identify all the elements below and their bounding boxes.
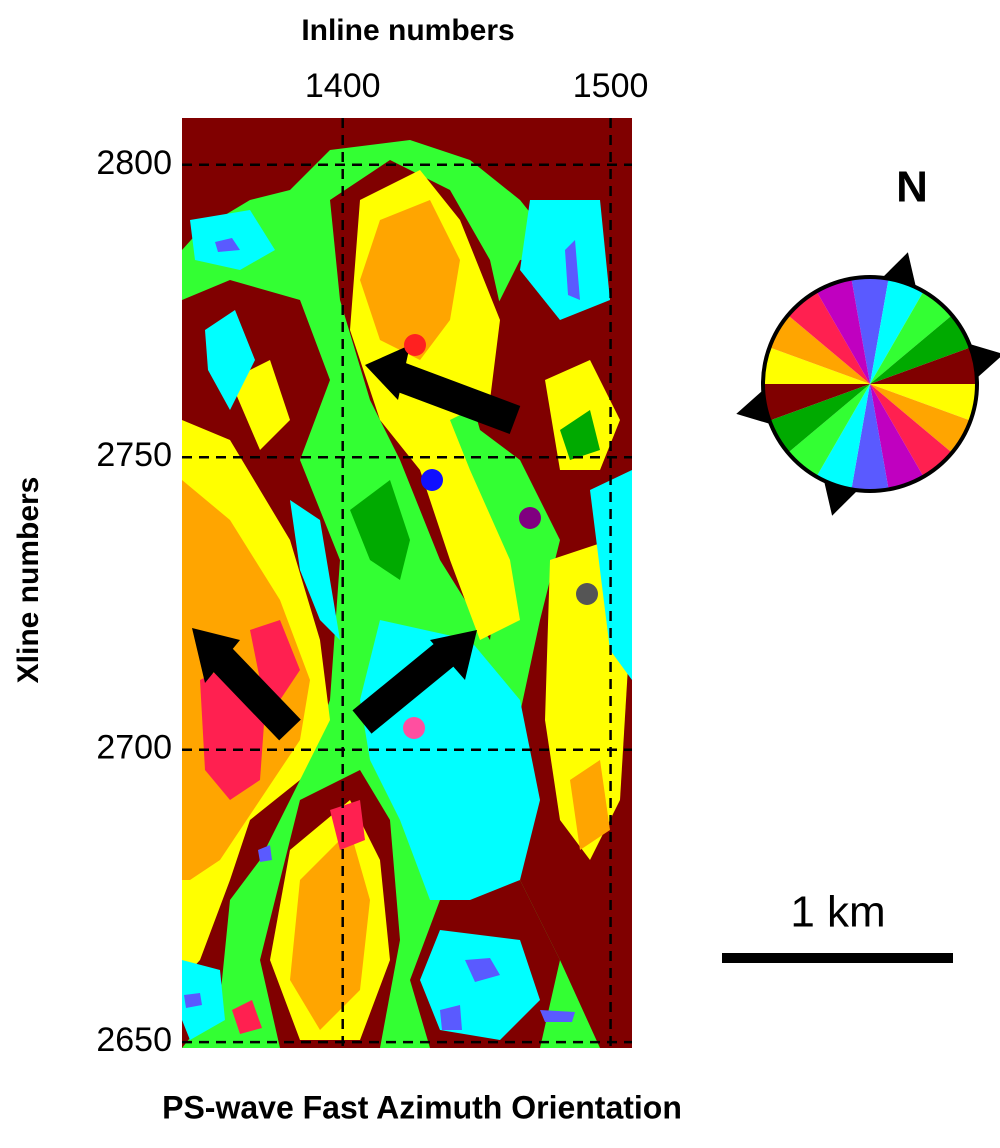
y-tick-label: 2800 bbox=[96, 144, 172, 182]
map-figure: Inline numbers Xline numbers N 1 km PS-w… bbox=[0, 0, 1000, 1148]
y-tick-label: 2750 bbox=[96, 436, 172, 474]
well-marker bbox=[404, 334, 426, 356]
y-axis-label: Xline numbers bbox=[12, 477, 45, 684]
well-marker bbox=[384, 354, 406, 376]
x-tick-label: 1500 bbox=[573, 67, 649, 105]
well-marker bbox=[403, 717, 425, 739]
map-region-blue bbox=[540, 1010, 575, 1022]
well-marker bbox=[421, 469, 443, 491]
well-marker bbox=[576, 583, 598, 605]
compass bbox=[736, 252, 1000, 515]
x-tick-label: 1400 bbox=[305, 67, 381, 105]
compass-label: N bbox=[896, 163, 928, 212]
figure-title: PS-wave Fast Azimuth Orientation bbox=[162, 1089, 682, 1125]
scale-bar-label: 1 km bbox=[790, 888, 885, 937]
well-marker bbox=[519, 507, 541, 529]
x-axis-label: Inline numbers bbox=[301, 14, 514, 47]
y-tick-label: 2700 bbox=[96, 729, 172, 767]
y-tick-label: 2650 bbox=[96, 1021, 172, 1059]
attribute-map bbox=[182, 118, 632, 1048]
